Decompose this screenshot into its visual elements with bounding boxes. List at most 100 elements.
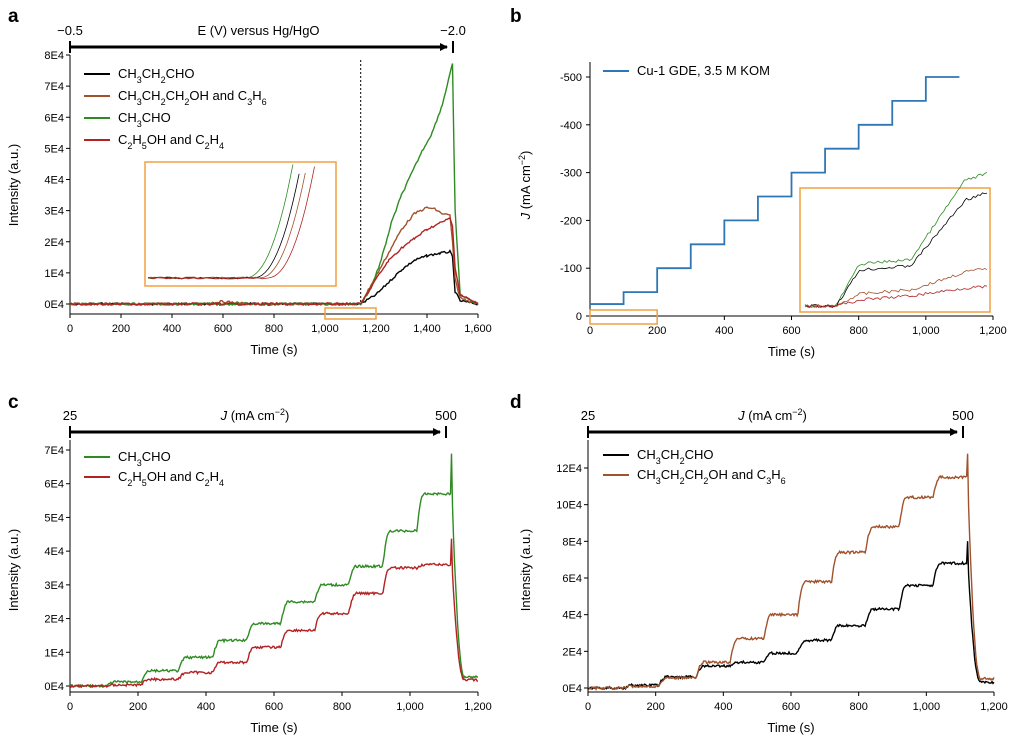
zoom-region-box [589, 309, 658, 325]
panel-label: b [510, 6, 522, 27]
legend-label: CH3CH2CHO [637, 447, 713, 466]
y-tick-label: -100 [560, 263, 582, 275]
top-axis-start-label: −0.5 [57, 23, 83, 38]
y-tick-label: 6E4 [562, 573, 582, 585]
y-tick-label: 3E4 [44, 580, 64, 592]
inset-series-line [804, 171, 988, 309]
x-tick-label: 600 [265, 701, 283, 713]
legend-label: CH3CH2CHO [118, 66, 194, 85]
y-tick-label: 4E4 [562, 610, 582, 622]
x-tick-label: 400 [715, 325, 733, 337]
top-axis-label: E (V) versus Hg/HgO [197, 23, 319, 38]
y-tick-label: 0 [576, 311, 582, 323]
series-line [590, 76, 960, 305]
y-axis-label: Intensity (a.u.) [518, 529, 533, 611]
x-tick-label: 0 [67, 701, 73, 713]
y-tick-label: 10E4 [556, 500, 582, 512]
x-tick-label: 200 [646, 701, 664, 713]
y-tick-label: 2E4 [562, 646, 582, 658]
series-line [587, 541, 995, 691]
legend-label: C2H5OH and C2H4 [118, 132, 224, 151]
top-axis-end-label: 500 [435, 408, 457, 423]
x-tick-label: 800 [849, 701, 867, 713]
top-axis-start-label: 25 [581, 408, 595, 423]
legend-label: CH3CH2CH2OH and C3H6 [118, 88, 267, 107]
y-tick-label: 2E4 [44, 614, 64, 626]
legend-label: CH3CHO [118, 110, 171, 129]
x-tick-label: 1,200 [362, 323, 390, 335]
inset-box [799, 187, 991, 313]
series-line [69, 538, 479, 689]
y-tick-label: 5E4 [44, 512, 64, 524]
x-tick-label: 800 [849, 325, 867, 337]
y-tick-label: 4E4 [44, 546, 64, 558]
panel-label: a [8, 6, 19, 27]
x-tick-label: 1,200 [980, 701, 1008, 713]
x-tick-label: 1,400 [413, 323, 441, 335]
legend-label: CH3CHO [118, 449, 171, 468]
y-tick-label: 3E4 [44, 206, 64, 218]
x-axis-label: Time (s) [250, 342, 297, 357]
series-line [69, 217, 479, 307]
x-tick-label: 1,000 [912, 325, 940, 337]
x-tick-label: 0 [585, 701, 591, 713]
inset-series-line [147, 166, 315, 280]
x-tick-label: 600 [214, 323, 232, 335]
y-tick-label: 1E4 [44, 647, 64, 659]
y-tick-label: -500 [560, 72, 582, 84]
series-line [587, 453, 995, 691]
x-tick-label: 400 [714, 701, 732, 713]
y-tick-label: 1E4 [44, 268, 64, 280]
panel-label: d [510, 392, 522, 413]
x-tick-label: 800 [333, 701, 351, 713]
panel-d: d 0 200 400 600 800 1,000 1,200 0E4 2E4 4E4 6E4 8E4 1… [510, 392, 1008, 735]
x-tick-label: 600 [782, 325, 800, 337]
y-tick-label: 7E4 [44, 445, 64, 457]
legend-label: Cu-1 GDE, 3.5 M KOM [637, 63, 770, 78]
panel-a: a 0 200 400 600 800 1,000 1,200 1,400 1,600 0E4 1E4… [6, 6, 492, 357]
y-tick-label: 6E4 [44, 112, 64, 124]
y-axis-label: Intensity (a.u.) [6, 529, 21, 611]
top-axis-start-label: 25 [63, 408, 77, 423]
x-tick-label: 1,200 [464, 701, 492, 713]
x-tick-label: 1,000 [913, 701, 941, 713]
series-line [69, 453, 479, 689]
y-tick-label: 0E4 [44, 299, 64, 311]
y-tick-label: 7E4 [44, 81, 64, 93]
x-axis-label: Time (s) [767, 720, 814, 735]
legend-label: C2H5OH and C2H4 [118, 469, 224, 488]
y-tick-label: 8E4 [562, 536, 582, 548]
x-tick-label: 200 [112, 323, 130, 335]
top-axis-end-label: −2.0 [440, 23, 466, 38]
panel-b: b 0 200 400 600 800 1,000 1,200 0 -100 -200 -300 -40… [510, 6, 1007, 359]
x-tick-label: 400 [163, 323, 181, 335]
panel-c: c 0 200 400 600 800 1,000 1,200 0E4 1E4 2E4 3E4 4E4 5… [6, 392, 492, 735]
panel-label: c [8, 392, 19, 413]
x-axis-label: Time (s) [250, 720, 297, 735]
y-tick-label: 12E4 [556, 463, 582, 475]
x-tick-label: 800 [265, 323, 283, 335]
x-tick-label: 0 [587, 325, 593, 337]
y-tick-label: -200 [560, 215, 582, 227]
x-tick-label: 200 [129, 701, 147, 713]
x-tick-label: 200 [648, 325, 666, 337]
y-tick-label: -300 [560, 168, 582, 180]
y-tick-label: -400 [560, 120, 582, 132]
zoom-region-box [324, 307, 377, 320]
x-tick-label: 1,200 [979, 325, 1007, 337]
top-axis-label: J (mA cm−2) [737, 407, 807, 423]
y-tick-label: 8E4 [44, 50, 64, 62]
y-tick-label: 6E4 [44, 479, 64, 491]
y-tick-label: 2E4 [44, 237, 64, 249]
y-tick-label: 5E4 [44, 143, 64, 155]
top-axis-label: J (mA cm−2) [220, 407, 290, 423]
top-axis-end-label: 500 [952, 408, 974, 423]
inset-series-line [804, 285, 988, 308]
x-tick-label: 1,000 [311, 323, 339, 335]
inset-box [144, 161, 337, 287]
y-axis-label: J (mA cm−2) [517, 151, 533, 221]
x-tick-label: 400 [197, 701, 215, 713]
x-tick-label: 1,000 [396, 701, 424, 713]
x-tick-label: 1,600 [464, 323, 492, 335]
